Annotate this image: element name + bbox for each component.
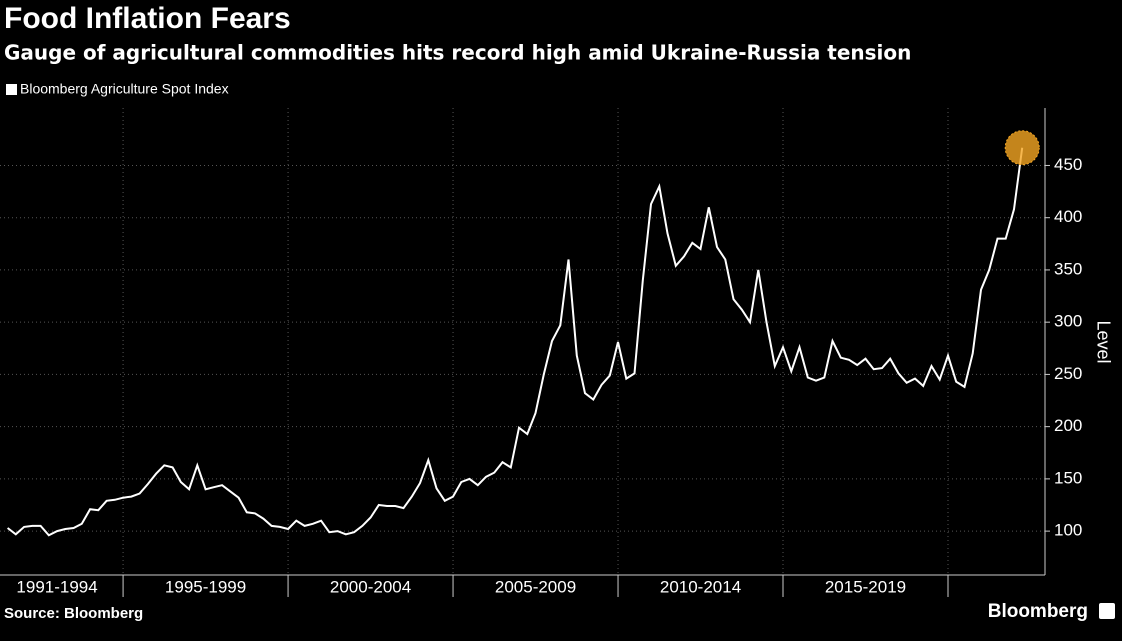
logo-icon [1099, 603, 1115, 619]
x-tick-label: 2010-2014 [660, 577, 741, 596]
highlight-marker [1004, 130, 1040, 166]
x-tick-label: 2015-2019 [825, 577, 906, 596]
x-tick-label: 2000-2004 [330, 577, 411, 596]
y-tick-label: 450 [1054, 155, 1082, 174]
y-tick-label: 350 [1054, 259, 1082, 278]
x-tick-label: 1991-1994 [16, 577, 97, 596]
y-tick-label: 300 [1054, 312, 1082, 331]
source: Source: Bloomberg [4, 605, 143, 622]
data-line [6, 147, 1024, 537]
legend-swatch [6, 84, 17, 95]
y-tick-label: 250 [1054, 364, 1082, 383]
x-tick-label: 1995-1999 [165, 577, 246, 596]
logo: Bloomberg [988, 601, 1088, 622]
y-tick-label: 200 [1054, 416, 1082, 435]
chart-title: Food Inflation Fears [4, 2, 291, 35]
legend-label: Bloomberg Agriculture Spot Index [20, 81, 229, 97]
y-tick-label: 400 [1054, 207, 1082, 226]
chart-subtitle: Gauge of agricultural commodities hits r… [4, 41, 911, 65]
y-tick-label: 150 [1054, 468, 1082, 487]
y-tick-label: 100 [1054, 521, 1082, 540]
y-axis-label: Level [1093, 320, 1113, 363]
x-tick-label: 2005-2009 [495, 577, 576, 596]
